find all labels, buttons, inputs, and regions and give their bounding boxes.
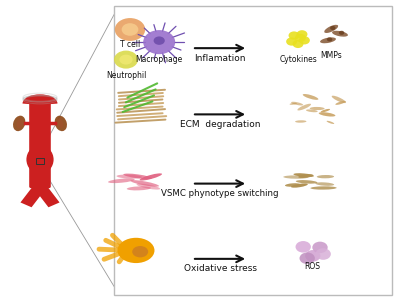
Polygon shape <box>34 184 60 207</box>
Ellipse shape <box>120 55 133 65</box>
Ellipse shape <box>57 119 63 128</box>
Ellipse shape <box>306 110 318 112</box>
Text: Cytokines: Cytokines <box>279 55 317 64</box>
Ellipse shape <box>290 103 297 105</box>
Ellipse shape <box>286 37 297 46</box>
Ellipse shape <box>291 102 303 105</box>
Ellipse shape <box>335 101 346 105</box>
Ellipse shape <box>55 116 67 131</box>
Ellipse shape <box>339 31 344 35</box>
Ellipse shape <box>285 183 300 187</box>
Ellipse shape <box>154 36 165 45</box>
Ellipse shape <box>114 51 138 69</box>
Text: Macrophage: Macrophage <box>136 55 183 64</box>
Ellipse shape <box>130 180 159 187</box>
Ellipse shape <box>13 116 25 131</box>
Ellipse shape <box>136 184 160 190</box>
Text: MMPs: MMPs <box>320 51 342 60</box>
Ellipse shape <box>17 119 23 128</box>
Ellipse shape <box>327 37 332 42</box>
Ellipse shape <box>288 31 300 40</box>
Ellipse shape <box>26 145 54 174</box>
Text: VSMC phynotype switching: VSMC phynotype switching <box>161 189 279 198</box>
Ellipse shape <box>291 183 308 188</box>
Ellipse shape <box>299 36 310 45</box>
Ellipse shape <box>321 109 330 112</box>
Ellipse shape <box>295 34 306 42</box>
Ellipse shape <box>115 18 145 41</box>
Ellipse shape <box>283 175 308 179</box>
Text: ROS: ROS <box>304 262 320 272</box>
Text: Inflamation: Inflamation <box>194 54 246 63</box>
Ellipse shape <box>330 26 336 30</box>
Ellipse shape <box>123 174 152 179</box>
Text: T cell: T cell <box>120 40 140 49</box>
Ellipse shape <box>300 253 315 264</box>
Ellipse shape <box>332 31 348 37</box>
FancyBboxPatch shape <box>29 101 51 188</box>
Ellipse shape <box>116 175 142 178</box>
Ellipse shape <box>118 238 154 263</box>
Ellipse shape <box>296 180 318 184</box>
Ellipse shape <box>305 250 320 262</box>
Bar <box>36 158 44 164</box>
Ellipse shape <box>332 96 346 103</box>
Ellipse shape <box>316 248 331 260</box>
Ellipse shape <box>108 178 135 183</box>
Ellipse shape <box>310 107 324 110</box>
Ellipse shape <box>303 94 318 100</box>
Ellipse shape <box>140 173 162 181</box>
Ellipse shape <box>122 23 138 36</box>
Ellipse shape <box>132 246 148 257</box>
Ellipse shape <box>127 186 151 191</box>
Bar <box>114 6 392 295</box>
Ellipse shape <box>327 121 334 124</box>
Text: Oxidative stress: Oxidative stress <box>184 264 256 273</box>
Ellipse shape <box>143 30 175 54</box>
Ellipse shape <box>294 173 314 177</box>
Text: ECM  degradation: ECM degradation <box>180 120 260 129</box>
Ellipse shape <box>297 104 311 110</box>
Ellipse shape <box>295 120 306 123</box>
Ellipse shape <box>298 174 313 178</box>
Ellipse shape <box>296 30 308 39</box>
Ellipse shape <box>310 186 337 190</box>
Ellipse shape <box>320 37 336 43</box>
Ellipse shape <box>296 241 311 253</box>
Ellipse shape <box>324 25 338 33</box>
Ellipse shape <box>315 182 334 186</box>
Ellipse shape <box>292 40 304 48</box>
Text: Neutrophil: Neutrophil <box>106 71 146 80</box>
Ellipse shape <box>312 242 328 253</box>
Ellipse shape <box>317 175 334 178</box>
Polygon shape <box>20 184 46 207</box>
Ellipse shape <box>319 112 335 116</box>
